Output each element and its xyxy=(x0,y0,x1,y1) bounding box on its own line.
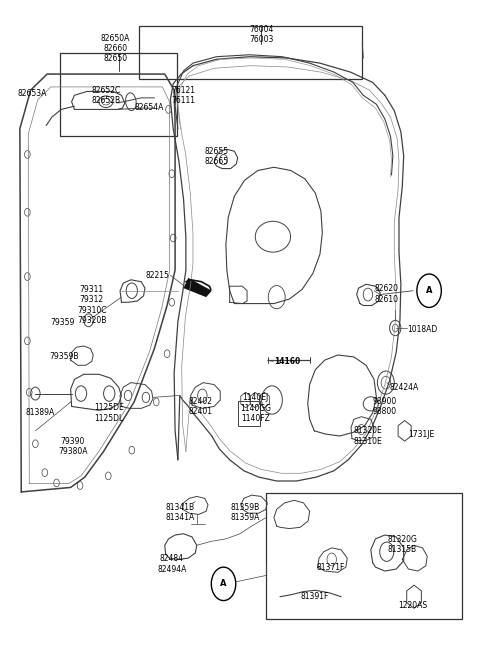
Bar xyxy=(266,493,463,619)
Text: 1731JE: 1731JE xyxy=(408,430,435,439)
Polygon shape xyxy=(183,278,212,297)
Text: 81359B
81359A: 81359B 81359A xyxy=(230,503,259,522)
Text: 76004
76003: 76004 76003 xyxy=(249,24,273,44)
Text: 82654A: 82654A xyxy=(134,103,164,112)
Text: 81320E
81310E: 81320E 81310E xyxy=(354,426,383,445)
Text: 82484
82494A: 82484 82494A xyxy=(157,554,186,574)
Text: 14160: 14160 xyxy=(275,357,300,366)
Text: 1018AD: 1018AD xyxy=(407,325,437,334)
Text: 81391F: 81391F xyxy=(300,592,328,601)
Bar xyxy=(139,26,362,79)
Text: 79359B: 79359B xyxy=(49,352,79,361)
Text: A: A xyxy=(220,579,227,588)
Text: 79359: 79359 xyxy=(50,318,74,327)
Text: 82655
82665: 82655 82665 xyxy=(204,147,228,166)
Bar xyxy=(60,53,177,136)
Text: 82215: 82215 xyxy=(145,271,169,279)
Text: 82424A: 82424A xyxy=(390,382,419,392)
Text: 82650A
82660
82650: 82650A 82660 82650 xyxy=(101,33,130,64)
Text: 81389A: 81389A xyxy=(25,409,55,417)
Text: 82620
82610: 82620 82610 xyxy=(374,284,398,304)
Text: 82653A: 82653A xyxy=(17,89,47,98)
Text: 82402
82401: 82402 82401 xyxy=(188,397,212,416)
Text: 81341B
81341A: 81341B 81341A xyxy=(165,503,194,522)
Bar xyxy=(238,401,260,426)
Text: 1220AS: 1220AS xyxy=(398,602,428,610)
Text: 1140EJ
1140GG
1140FZ: 1140EJ 1140GG 1140FZ xyxy=(240,394,271,423)
Text: 79311
79312
79310C
79320B: 79311 79312 79310C 79320B xyxy=(77,285,107,325)
Text: 79390
79380A: 79390 79380A xyxy=(58,437,88,456)
Text: 82652C
82652B: 82652C 82652B xyxy=(91,85,120,105)
Text: 81320G
81315B: 81320G 81315B xyxy=(387,535,417,554)
Text: 1125DE
1125DL: 1125DE 1125DL xyxy=(95,403,124,422)
Text: 76121
76111: 76121 76111 xyxy=(172,85,196,105)
Text: 98900
98800: 98900 98800 xyxy=(372,397,397,416)
Text: A: A xyxy=(426,286,432,295)
Text: 81371F: 81371F xyxy=(317,563,345,571)
